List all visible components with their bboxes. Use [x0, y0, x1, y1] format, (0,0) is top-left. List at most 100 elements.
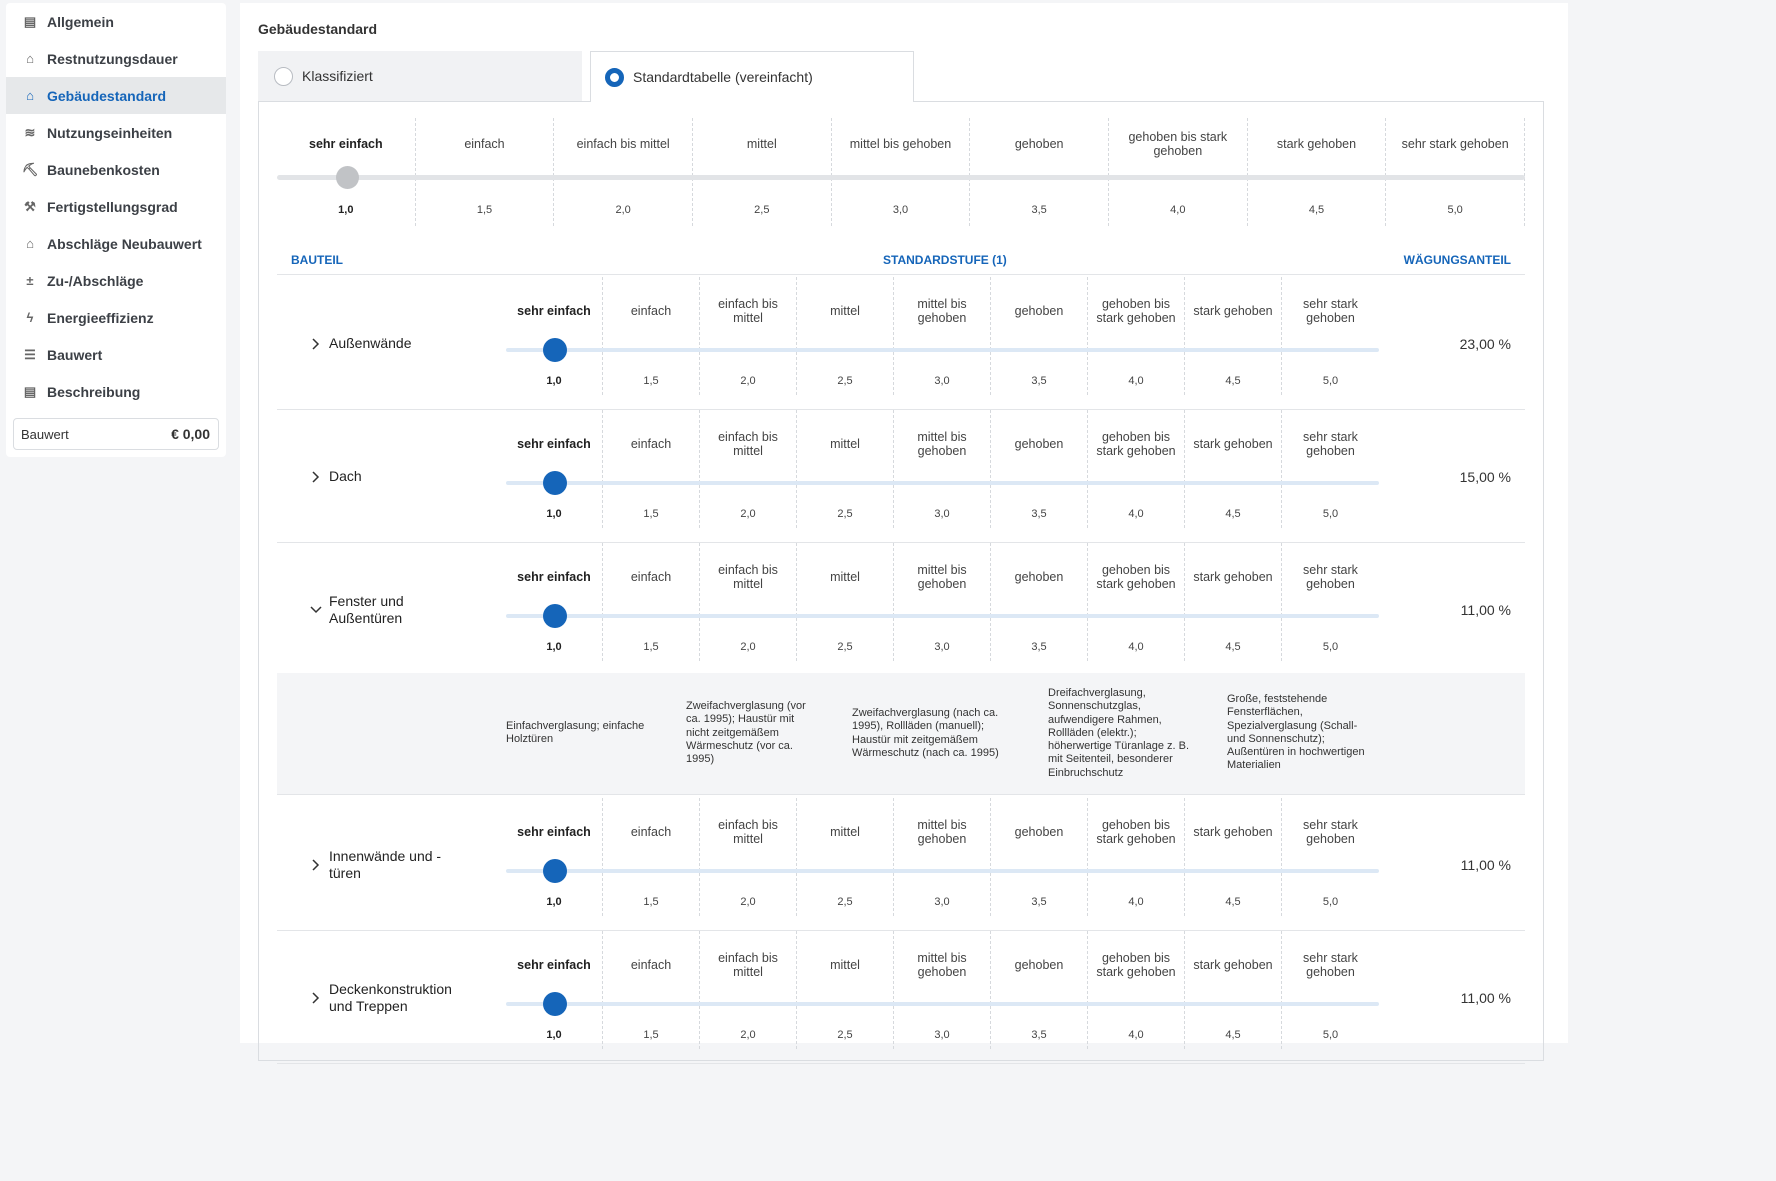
standard-slider[interactable]: sehr einfach 1,0 einfach 1,5 einfach bis mit… [506, 798, 1379, 931]
slider-thumb[interactable] [542, 471, 567, 495]
chevron-down-icon[interactable] [309, 605, 323, 614]
sidebar-item-fertigstellungsgrad[interactable]: ⚒ Fertigstellungsgrad [6, 188, 226, 225]
bauteil-toggle[interactable]: Dach [309, 410, 469, 543]
step-value: 3,0 [934, 375, 950, 387]
bauteil-toggle[interactable]: Außenwände [309, 277, 469, 410]
global-step-value: 2,5 [754, 204, 770, 216]
bauteil-toggle[interactable]: Fenster und Außentüren [309, 543, 469, 676]
bauteil-name: Außenwände [329, 335, 412, 351]
tab-klassifiziert[interactable]: Klassifiziert [258, 51, 582, 101]
standard-slider[interactable]: sehr einfach 1,0 einfach 1,5 einfach bis mit… [506, 277, 1379, 410]
step-label: gehoben bis stark gehoben [1096, 430, 1176, 458]
sidebar-item-label: Nutzungseinheiten [47, 124, 173, 141]
step-value: 4,5 [1225, 508, 1241, 520]
global-step-value: 1,5 [476, 204, 493, 216]
global-step-value: 3,0 [892, 204, 909, 216]
header-standardstufe: STANDARDSTUFE (1) [883, 253, 1007, 267]
slider-step: sehr stark gehoben 5,0 [1282, 543, 1379, 661]
global-step-label: einfach bis mittel [576, 137, 670, 151]
global-step-value: 5,0 [1447, 204, 1463, 216]
sidebar-item-gebäudestandard[interactable]: ⌂ Gebäudestandard [6, 77, 226, 114]
global-slider-step: gehoben bis stark gehoben 4,0 [1109, 118, 1248, 226]
step-label: einfach [630, 437, 672, 451]
sidebar-item-bauwert[interactable]: ☰ Bauwert [6, 336, 226, 373]
step-label: gehoben [1014, 825, 1064, 839]
bauteil-toggle[interactable]: Innenwände und -türen [309, 798, 469, 931]
slider-step: stark gehoben 4,5 [1185, 410, 1282, 528]
global-slider-step: mittel bis gehoben 3,0 [832, 118, 971, 226]
chevron-right-icon[interactable] [309, 337, 323, 350]
chevron-right-icon[interactable] [309, 991, 323, 1004]
step-value: 4,5 [1225, 375, 1241, 387]
sidebar-item-energieeffizienz[interactable]: ϟ Energieeffizienz [6, 299, 226, 336]
slider-track[interactable] [506, 348, 1379, 352]
step-label: gehoben [1014, 958, 1064, 972]
sidebar-item-allgemein[interactable]: ▤ Allgemein [6, 3, 226, 40]
global-slider-thumb[interactable] [335, 166, 359, 189]
layers-icon: ≋ [24, 124, 36, 140]
sidebar-item-label: Zu-/Abschläge [47, 272, 144, 289]
global-slider-track[interactable] [277, 175, 1525, 180]
radio-standardtabelle[interactable] [605, 67, 624, 87]
global-step-label: sehr stark gehoben [1401, 137, 1509, 151]
sidebar-item-baunebenkosten[interactable]: ⛏ Baunebenkosten [6, 151, 226, 188]
table-row: Deckenkonstruktion und Treppen sehr einfa… [277, 931, 1525, 1064]
step-label: mittel [830, 825, 860, 839]
slider-thumb[interactable] [542, 604, 567, 628]
step-value: 3,5 [1031, 1029, 1047, 1041]
standard-slider[interactable]: sehr einfach 1,0 einfach 1,5 einfach bis mit… [506, 543, 1379, 676]
step-label: gehoben [1014, 570, 1064, 584]
step-value: 4,0 [1128, 1029, 1144, 1041]
sidebar-nav: ▤ Allgemein ⌂ Restnutzungsdauer ⌂ Gebäudestan… [6, 3, 226, 410]
step-label: einfach bis mittel [718, 297, 778, 325]
sidebar-item-zu-abschläge[interactable]: ± Zu-/Abschläge [6, 262, 226, 299]
sidebar-item-restnutzungsdauer[interactable]: ⌂ Restnutzungsdauer [6, 40, 226, 77]
step-value: 5,0 [1322, 508, 1339, 520]
global-step-value: 3,5 [1031, 204, 1047, 216]
chevron-right-icon[interactable] [309, 858, 323, 871]
step-value: 3,0 [934, 508, 950, 520]
slider-step: gehoben 3,5 [991, 277, 1088, 395]
step-value: 1,0 [546, 508, 562, 520]
bauteil-name: Fenster und Außentüren [329, 592, 404, 626]
standard-slider[interactable]: sehr einfach 1,0 einfach 1,5 einfach bis mit… [506, 410, 1379, 543]
step-value: 2,0 [740, 896, 756, 908]
global-step-label: einfach [464, 137, 505, 151]
slider-step: stark gehoben 4,5 [1185, 277, 1282, 395]
step-label: sehr stark gehoben [1303, 430, 1358, 458]
step-label: einfach bis mittel [718, 430, 778, 458]
global-step-label: mittel [746, 137, 777, 151]
global-step-value: 4,0 [1170, 204, 1186, 216]
bauteil-toggle[interactable]: Deckenkonstruktion und Treppen [309, 931, 469, 1064]
slider-step: einfach bis mittel 2,0 [700, 277, 797, 395]
step-value: 4,5 [1225, 1029, 1241, 1041]
sidebar-item-beschreibung[interactable]: ▤ Beschreibung [6, 373, 226, 410]
global-standard-slider[interactable]: sehr stark gehoben 5,0 stark gehoben 4,5 geh… [277, 118, 1525, 226]
slider-track[interactable] [506, 614, 1379, 618]
step-value: 1,5 [643, 896, 659, 908]
lightning-icon: ϟ [26, 310, 34, 325]
table-row: Außenwände sehr einfach 1,0 einfach 1,5 einfa… [277, 277, 1525, 410]
standard-slider[interactable]: sehr einfach 1,0 einfach 1,5 einfach bis mit… [506, 931, 1379, 1064]
sidebar-item-abschläge-neubauwert[interactable]: ⌂ Abschläge Neubauwert [6, 225, 226, 262]
slider-track[interactable] [506, 869, 1379, 873]
step-value: 3,5 [1031, 508, 1047, 520]
detail-text-5: Große, feststehende Fensterflächen, Spez… [1227, 693, 1365, 772]
slider-thumb[interactable] [542, 859, 567, 883]
global-step-value: 2,0 [615, 204, 631, 216]
chevron-right-icon[interactable] [309, 470, 323, 483]
slider-step: einfach bis mittel 2,0 [700, 543, 797, 661]
sidebar-item-label: Bauwert [47, 346, 103, 363]
radio-klassifiziert[interactable] [274, 66, 293, 86]
slider-thumb[interactable] [542, 338, 567, 362]
slider-thumb[interactable] [542, 992, 567, 1016]
sidebar-item-label: Fertigstellungsgrad [47, 198, 178, 215]
slider-track[interactable] [506, 481, 1379, 485]
slider-track[interactable] [506, 1002, 1379, 1006]
sidebar-item-nutzungseinheiten[interactable]: ≋ Nutzungseinheiten [6, 114, 226, 151]
tab-standardtabelle[interactable]: Standardtabelle (vereinfacht) [590, 51, 914, 102]
step-value: 1,5 [643, 641, 659, 653]
global-slider-step: mittel 2,5 [693, 118, 832, 226]
global-step-label: sehr einfach [309, 137, 383, 151]
step-label: einfach [630, 825, 672, 839]
